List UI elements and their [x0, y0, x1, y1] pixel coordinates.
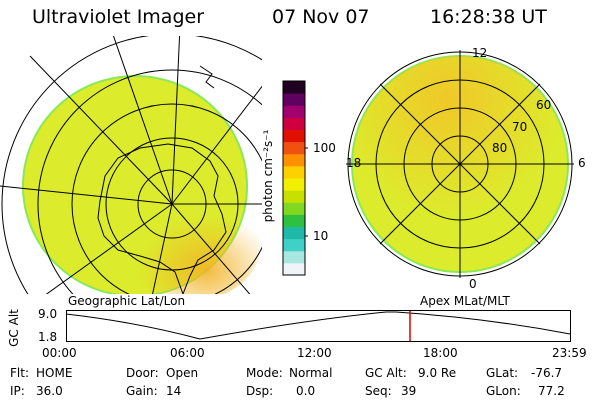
continent-outline	[97, 143, 227, 294]
altitude-xtick-1800: 18:00	[423, 346, 458, 360]
mlt-label-18: 18	[346, 156, 362, 170]
colorbar-segment	[283, 141, 305, 155]
altitude-xtick-1200: 12:00	[297, 346, 332, 360]
mlat-mlt-grid	[346, 50, 574, 278]
altitude-ytick-top: 9.0	[38, 307, 58, 321]
flt-label: Flt:	[10, 366, 29, 380]
altitude-ylabel: GC Alt	[7, 309, 21, 347]
ip-label: IP:	[10, 384, 25, 398]
colorbar-segment	[283, 129, 305, 143]
altitude-curve	[66, 311, 571, 340]
mlt-label-6: 6	[578, 156, 586, 170]
door-label: Door:	[126, 366, 159, 380]
colorbar-segment	[283, 117, 305, 130]
mlt-label-0: 0	[469, 277, 477, 291]
dsp-value: 0.0	[296, 384, 316, 398]
colorbar-segment	[283, 190, 305, 203]
altitude-xtick-2359: 23:59	[552, 346, 587, 360]
glat-label: GLat:	[486, 366, 519, 380]
glon-value: 77.2	[538, 384, 565, 398]
colorbar-segment	[283, 81, 305, 94]
colorbar-segment	[283, 202, 305, 215]
colorbar-segment	[283, 226, 305, 240]
gain-value: 14	[166, 384, 182, 398]
colorbar-segment	[283, 105, 305, 118]
altitude-xtick-0600: 06:00	[170, 346, 205, 360]
gcalt-label: GC Alt:	[365, 366, 407, 380]
glat-value: -76.7	[531, 366, 563, 380]
right-map-caption: Apex MLat/MLT	[420, 294, 510, 308]
door-value: Open	[166, 366, 199, 380]
ip-value: 36.0	[36, 384, 63, 398]
colorbar-segment	[283, 93, 305, 106]
altitude-ytick-bottom: 1.8	[38, 330, 58, 344]
mlt-label-12: 12	[472, 46, 488, 60]
colorbar-segment	[283, 250, 305, 264]
seq-value: 39	[401, 384, 417, 398]
colorbar-tick-100: 100	[313, 141, 336, 155]
colorbar-segment	[283, 262, 305, 276]
mlat-label-80: 80	[492, 141, 508, 155]
left-map-caption: Geographic Lat/Lon	[68, 294, 186, 308]
dsp-label: Dsp:	[246, 384, 274, 398]
instrument-title: Ultraviolet Imager	[32, 6, 205, 28]
geographic-map	[0, 36, 262, 294]
colorbar-segment	[283, 178, 305, 191]
colorbar-unit-label: photon cm⁻²s⁻¹	[261, 129, 275, 223]
altitude-xtick-0000: 00:00	[42, 346, 77, 360]
header-date: 07 Nov 07	[272, 6, 370, 28]
seq-label: Seq:	[365, 384, 392, 398]
flt-value: HOME	[36, 366, 73, 380]
colorbar-segment	[283, 238, 305, 252]
header-time: 16:28:38 UT	[430, 6, 547, 28]
magnetic-map	[346, 50, 574, 278]
mlat-label-60: 60	[536, 98, 552, 112]
lat-lon-grid	[0, 36, 262, 294]
altitude-plot	[66, 310, 571, 342]
colorbar-segment	[283, 214, 305, 227]
gain-label: Gain:	[126, 384, 158, 398]
mlat-label-70: 70	[512, 120, 528, 134]
colorbar-segment	[283, 153, 305, 167]
mode-label: Mode:	[246, 366, 283, 380]
glon-label: GLon:	[486, 384, 521, 398]
colorbar-tick-10: 10	[313, 229, 329, 243]
colorbar-segment	[283, 165, 305, 179]
mode-value: Normal	[289, 366, 333, 380]
colorbar	[282, 80, 308, 276]
gcalt-value: 9.0 Re	[418, 366, 457, 380]
